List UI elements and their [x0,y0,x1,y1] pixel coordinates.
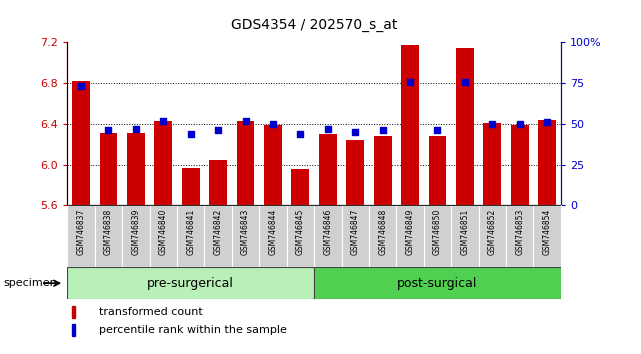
Bar [511,125,529,205]
Bar [72,324,75,336]
Point [460,79,470,84]
Bar [177,205,204,267]
Point [240,118,251,124]
Bar [259,205,287,267]
Point [432,127,442,133]
Bar [95,205,122,267]
Bar [479,205,506,267]
Bar [264,125,282,205]
Text: GSM746837: GSM746837 [76,209,85,255]
Bar [232,205,259,267]
Bar [374,136,392,205]
Bar [342,205,369,267]
Point [487,121,497,127]
Text: transformed count: transformed count [99,307,203,317]
Bar [287,205,314,267]
Text: GSM746854: GSM746854 [543,209,552,255]
Text: GSM746849: GSM746849 [406,209,415,255]
Text: percentile rank within the sample: percentile rank within the sample [99,325,287,335]
Point [131,126,141,132]
Bar [396,205,424,267]
Bar [204,205,232,267]
Bar [483,123,501,205]
Text: GSM746853: GSM746853 [515,209,524,255]
Text: GSM746851: GSM746851 [460,209,469,255]
Bar [122,205,149,267]
Point [213,127,223,133]
Point [296,131,306,137]
Text: GSM746850: GSM746850 [433,209,442,255]
Text: GSM746844: GSM746844 [269,209,278,255]
Text: GSM746846: GSM746846 [323,209,332,255]
Bar [149,205,177,267]
Point [542,119,553,125]
Point [103,127,113,133]
Bar [451,205,479,267]
Text: GSM746839: GSM746839 [131,209,140,255]
Bar [67,267,314,299]
Point [405,79,415,84]
Point [158,118,169,124]
Bar [424,205,451,267]
Point [76,84,86,89]
Bar [346,140,364,205]
Bar [67,205,95,267]
Text: GSM746847: GSM746847 [351,209,360,255]
Bar [72,306,75,318]
Bar [538,120,556,205]
Text: pre-surgerical: pre-surgerical [147,277,234,290]
Text: GSM746838: GSM746838 [104,209,113,255]
Bar [533,205,561,267]
Point [268,121,278,127]
Bar [314,267,561,299]
Bar [369,205,396,267]
Bar [429,136,446,205]
Point [515,121,525,127]
Bar [319,134,337,205]
Text: GSM746848: GSM746848 [378,209,387,255]
Point [322,126,333,132]
Bar [99,133,117,205]
Text: GSM746843: GSM746843 [241,209,250,255]
Text: GSM746841: GSM746841 [186,209,196,255]
Bar [72,81,90,205]
Bar [456,47,474,205]
Text: GDS4354 / 202570_s_at: GDS4354 / 202570_s_at [231,18,397,32]
Text: GSM746845: GSM746845 [296,209,305,255]
Point [378,127,388,133]
Bar [401,45,419,205]
Point [186,131,196,137]
Text: post-surgical: post-surgical [397,277,478,290]
Point [350,129,360,135]
Text: GSM746840: GSM746840 [159,209,168,255]
Bar [292,169,310,205]
Text: GSM746852: GSM746852 [488,209,497,255]
Bar [209,160,227,205]
Bar [182,168,199,205]
Text: specimen: specimen [3,278,57,288]
Bar [154,121,172,205]
Bar [314,205,342,267]
Bar [127,133,145,205]
Bar [237,121,254,205]
Text: GSM746842: GSM746842 [213,209,222,255]
Bar [506,205,533,267]
